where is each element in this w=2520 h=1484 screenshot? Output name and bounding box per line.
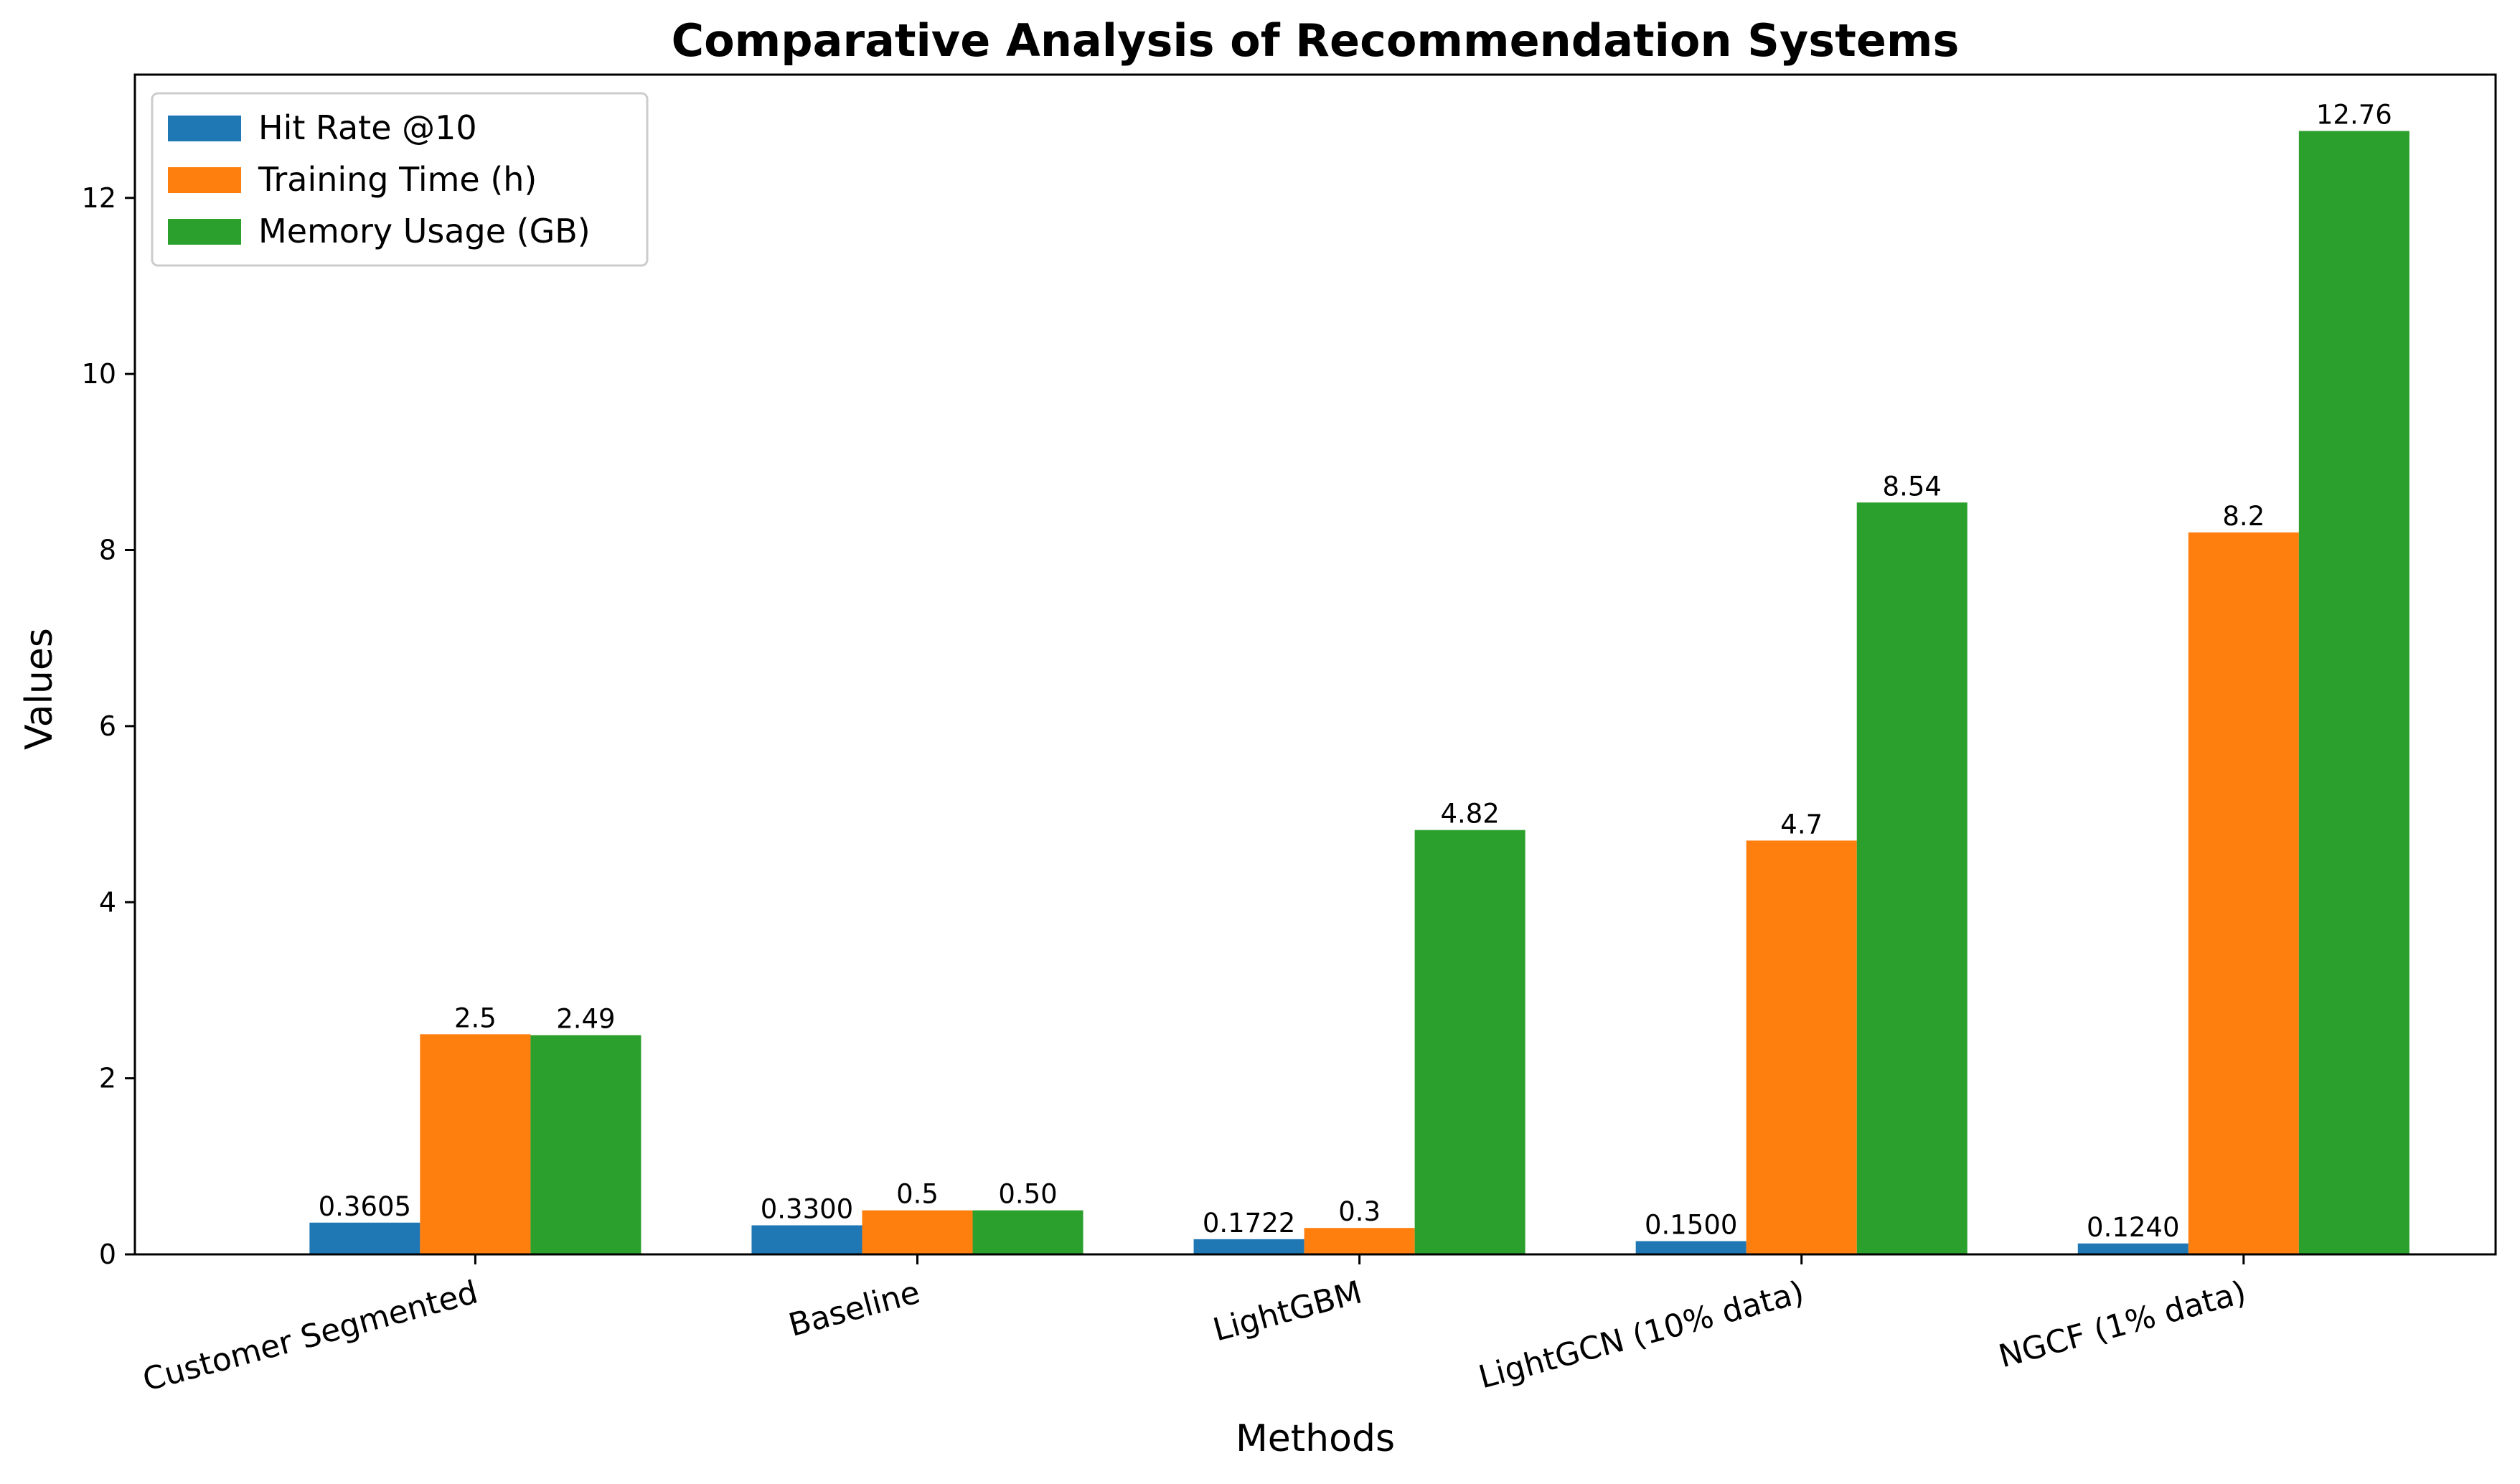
y-tick-label: 12 — [82, 182, 116, 214]
x-axis-label: Methods — [1236, 1417, 1395, 1460]
bar — [420, 1034, 531, 1254]
bar — [2188, 532, 2299, 1254]
legend-swatch — [168, 219, 241, 245]
bar — [1304, 1228, 1415, 1254]
bar — [2077, 1243, 2188, 1254]
data-labels-layer: 0.3605 0.3300 0.1722 0.1500 0.1240 2.5 0.5 0.3 4… — [319, 100, 2392, 1243]
y-tick-label: 0 — [99, 1239, 116, 1270]
data-label: 0.1500 — [1645, 1210, 1737, 1241]
y-tick-label: 10 — [82, 358, 116, 390]
bar — [1193, 1239, 1304, 1254]
data-label: 0.1722 — [1203, 1208, 1295, 1239]
data-label: 2.49 — [556, 1004, 615, 1035]
data-label: 0.3605 — [319, 1191, 411, 1222]
legend-entry-label: Training Time (h) — [258, 160, 537, 199]
bar — [1746, 840, 1857, 1254]
legend-entry-label: Memory Usage (GB) — [258, 212, 591, 250]
bar — [530, 1035, 641, 1254]
bar — [972, 1210, 1083, 1254]
bar — [309, 1222, 420, 1254]
legend-box — [151, 92, 649, 267]
y-tick-label: 4 — [99, 886, 116, 918]
bar — [1414, 830, 1525, 1254]
data-label: 4.82 — [1440, 799, 1499, 830]
y-axis-label: Values — [18, 628, 61, 750]
bar — [751, 1225, 862, 1254]
data-label: 0.1240 — [2087, 1212, 2179, 1243]
data-label: 0.50 — [998, 1179, 1057, 1210]
y-tick-label: 6 — [99, 710, 116, 742]
legend-swatch — [168, 116, 241, 141]
data-label: 12.76 — [2316, 100, 2392, 131]
data-label: 2.5 — [454, 1002, 497, 1033]
bar — [862, 1210, 973, 1254]
data-label: 4.7 — [1780, 809, 1823, 840]
legend-swatch — [168, 167, 241, 193]
legend-entry-label: Hit Rate @10 — [258, 108, 477, 147]
data-label: 0.5 — [896, 1179, 939, 1210]
bar — [1856, 502, 1967, 1254]
data-label: 0.3 — [1338, 1196, 1381, 1227]
bar — [2298, 131, 2409, 1254]
plot-frame — [133, 73, 2497, 1256]
chart-title: Comparative Analysis of Recommendation S… — [672, 14, 1960, 67]
data-label: 0.3300 — [761, 1194, 853, 1225]
data-label: 8.2 — [2222, 501, 2265, 532]
data-label: 8.54 — [1883, 471, 1942, 502]
bars-layer — [309, 131, 2409, 1254]
y-tick-label: 2 — [99, 1063, 116, 1094]
y-tick-label: 8 — [99, 535, 116, 566]
bar — [1635, 1241, 1746, 1254]
legend: Hit Rate @10 Training Time (h) Memory Usag… — [151, 92, 649, 267]
